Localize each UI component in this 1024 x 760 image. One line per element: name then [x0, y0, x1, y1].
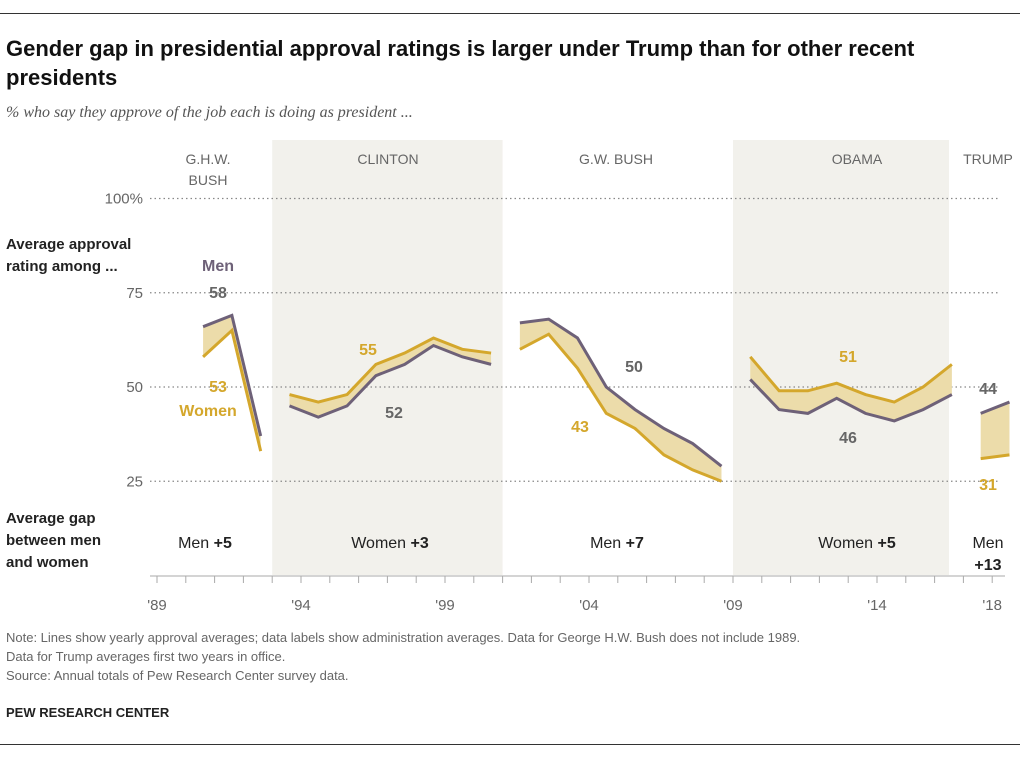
- women-line: [202, 327, 263, 452]
- men-average-label: 52: [385, 405, 403, 422]
- x-tick-label: '04: [579, 597, 599, 614]
- women-average-label: 43: [571, 419, 589, 436]
- presidency-label: BUSH: [189, 172, 228, 188]
- x-tick-label: '94: [291, 597, 311, 614]
- gap-row-label: between men: [6, 532, 101, 549]
- y-tick-label: 50: [126, 379, 143, 396]
- women-line: [749, 355, 953, 404]
- x-tick-label: '18: [982, 597, 1002, 614]
- source-line: Source: Annual totals of Pew Research Ce…: [6, 668, 349, 683]
- gap-label: Men +7: [590, 535, 644, 552]
- presidency-label: OBAMA: [832, 151, 883, 167]
- men-line: [980, 400, 1011, 415]
- y-tick-label: 100%: [105, 191, 143, 208]
- men-average-label: 46: [839, 430, 857, 447]
- x-tick-label: '14: [867, 597, 887, 614]
- presidency-band: [733, 140, 949, 575]
- x-tick-label: '89: [147, 597, 167, 614]
- avg-row-label: Average approval: [6, 236, 131, 253]
- men-line: [288, 343, 492, 419]
- men-average-label: 44: [979, 381, 997, 398]
- gap-label: Women +3: [351, 535, 429, 552]
- gap-value: +3: [411, 535, 429, 552]
- men-average-label: 58: [209, 285, 227, 302]
- presidency-label: G.H.W.: [185, 151, 230, 167]
- x-tick-label: '99: [435, 597, 455, 614]
- chart-subtitle: % who say they approve of the job each i…: [6, 104, 413, 121]
- men-line: [519, 317, 723, 468]
- avg-row-label: rating among ...: [6, 258, 118, 275]
- x-tick-label: '09: [723, 597, 743, 614]
- gap-area: [750, 356, 952, 421]
- gap-value: +7: [626, 535, 644, 552]
- gap-value: +5: [214, 535, 232, 552]
- bottom-rule: [0, 744, 1020, 745]
- men-line: [202, 313, 263, 437]
- women-line: [519, 332, 723, 483]
- presidency-label: CLINTON: [357, 151, 418, 167]
- gap-row-label: Average gap: [6, 510, 95, 527]
- women-series-label: Women: [179, 403, 236, 420]
- men-line: [749, 378, 953, 423]
- men-series-label: Men: [202, 258, 234, 275]
- men-average-label: 50: [625, 359, 643, 376]
- women-line: [289, 336, 492, 404]
- women-average-label: 55: [359, 342, 377, 359]
- y-tick-label: 25: [126, 473, 143, 490]
- women-average-label: 53: [209, 379, 227, 396]
- note-line-2: Data for Trump averages first two years …: [6, 649, 286, 664]
- women-average-label: 31: [979, 477, 997, 494]
- women-line: [980, 453, 1010, 461]
- gap-label: Women +5: [818, 535, 896, 552]
- presidency-label: TRUMP: [963, 151, 1013, 167]
- gap-value: +13: [974, 557, 1001, 574]
- gap-row-label: and women: [6, 554, 89, 571]
- chart-svg: 100% 75 50 25 Average approval rating among .…: [6, 140, 1013, 614]
- brand-logo-text: PEW RESEARCH CENTER: [6, 705, 170, 720]
- y-tick-label: 75: [126, 285, 143, 302]
- top-rule: [0, 13, 1020, 14]
- presidency-label: G.W. BUSH: [579, 151, 653, 167]
- gap-area: [980, 402, 1010, 459]
- women-average-label: 51: [839, 349, 857, 366]
- gap-area: [203, 315, 261, 452]
- note-line-1: Note: Lines show yearly approval average…: [6, 630, 801, 645]
- gap-value: +5: [878, 535, 896, 552]
- gap-label: Men: [972, 535, 1003, 552]
- gap-label: Men +5: [178, 535, 232, 552]
- chart-title: Gender gap in presidential approval rati…: [6, 36, 915, 90]
